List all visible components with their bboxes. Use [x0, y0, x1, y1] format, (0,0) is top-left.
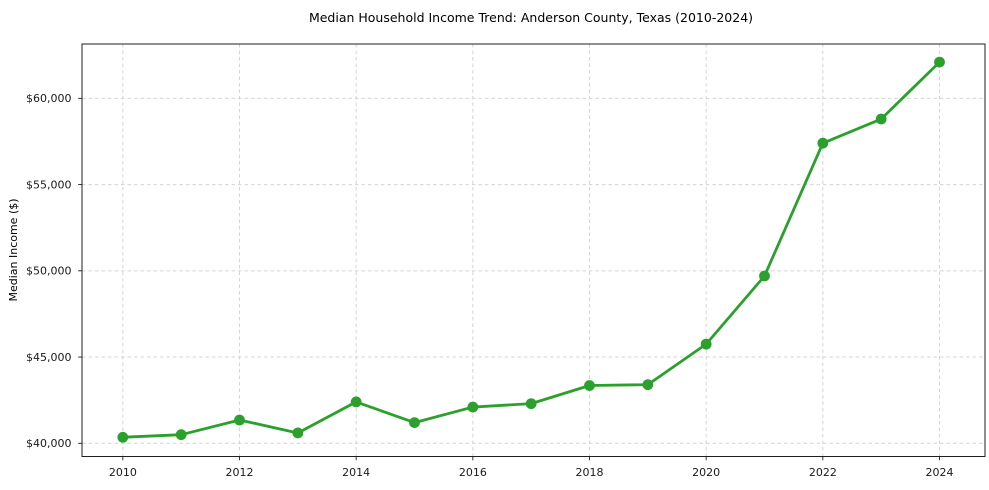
data-point [292, 427, 304, 439]
y-axis-label: Median Income ($) [7, 198, 20, 301]
data-point [409, 417, 420, 429]
axis-ticks [78, 97, 940, 461]
x-tick-label: 2022 [809, 466, 837, 479]
data-point [759, 270, 770, 282]
data-point [467, 401, 479, 413]
y-tick-label: $45,000 [26, 351, 72, 364]
data-point [175, 429, 187, 441]
x-tick-label: 2020 [692, 466, 720, 479]
data-point [584, 380, 595, 391]
x-tick-label: 2016 [459, 466, 487, 479]
data-point [350, 396, 362, 408]
x-tick-label: 2014 [342, 466, 370, 479]
data-point [234, 414, 245, 426]
data-point [700, 338, 712, 350]
y-tick-label: $50,000 [26, 265, 72, 278]
y-tick-label: $60,000 [26, 92, 72, 105]
data-point [525, 398, 537, 410]
grid-lines [82, 44, 985, 457]
y-tick-label: $55,000 [26, 178, 72, 191]
x-tick-label: 2010 [109, 466, 137, 479]
data-point [642, 379, 654, 391]
data-point [117, 431, 129, 443]
x-tick-label: 2018 [576, 466, 604, 479]
plot-border [81, 43, 986, 457]
data-point [934, 56, 945, 68]
trend-line [121, 60, 941, 439]
x-tick-label: 2024 [926, 466, 954, 479]
x-tick-label: 2012 [226, 466, 254, 479]
y-tick-label: $40,000 [26, 437, 72, 450]
data-point [875, 113, 887, 125]
chart-title: Median Household Income Trend: Anderson … [309, 10, 753, 25]
axis-tick-labels: $40,000 $45,000 $50,000 $55,000 $60,000 2010 2… [26, 92, 954, 479]
data-points [117, 56, 945, 443]
data-point [817, 137, 829, 149]
